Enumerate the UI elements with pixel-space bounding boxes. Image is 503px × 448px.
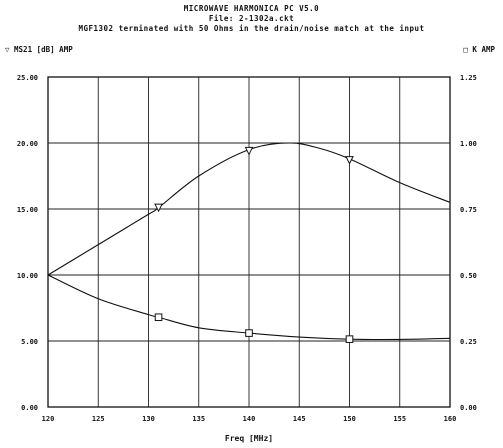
x-tick-label: 150 [343, 415, 356, 423]
y-right-tick-label: 0.50 [460, 272, 477, 280]
x-tick-label: 155 [393, 415, 406, 423]
x-tick-label: 160 [444, 415, 457, 423]
x-tick-label: 125 [92, 415, 105, 423]
y-left-tick-label: 10.00 [17, 272, 38, 280]
marker-square [245, 329, 253, 337]
marker-triangle [154, 203, 163, 213]
y-left-tick-label: 5.00 [21, 338, 38, 346]
legend-right-label: K AMP [472, 45, 495, 54]
legend-left-label: MS21 [dB] AMP [14, 45, 73, 54]
y-right-tick-labels: 0.00 0.25 0.50 0.75 1.00 1.25 [460, 74, 477, 412]
series-line-2 [47, 274, 451, 341]
y-right-tick-label: 0.25 [460, 338, 477, 346]
x-tick-label: 135 [192, 415, 205, 423]
chart-subtitle: MGF1302 terminated with 50 Ohms in the d… [78, 24, 425, 33]
y-right-tick-label: 0.00 [460, 404, 477, 412]
legend-left: ▽ MS21 [dB] AMP [5, 45, 73, 54]
y-left-tick-label: 15.00 [17, 206, 38, 214]
legend-triangle-icon: ▽ [5, 45, 10, 54]
y-left-tick-label: 0.00 [21, 404, 38, 412]
y-right-tick-label: 0.75 [460, 206, 477, 214]
x-tick-label: 130 [142, 415, 155, 423]
marker-triangle [244, 146, 254, 156]
grid-lines [48, 77, 450, 407]
x-tick-labels: 120 125 130 135 140 145 150 155 160 [42, 415, 457, 423]
y-left-tick-labels: 0.00 5.00 10.00 15.00 20.00 25.00 [17, 74, 38, 412]
marker-square [345, 335, 354, 343]
y-left-tick-label: 20.00 [17, 140, 38, 148]
marker-square [154, 313, 163, 322]
y-right-tick-label: 1.25 [460, 74, 477, 82]
marker-triangle [345, 156, 354, 165]
x-tick-label: 120 [42, 415, 55, 423]
chart-file-name: File: 2-1302a.ckt [208, 14, 295, 23]
series-markers [154, 146, 354, 343]
y-left-tick-label: 25.00 [17, 74, 38, 82]
x-tick-label: 145 [293, 415, 306, 423]
x-axis-label: Freq [MHz] [225, 434, 273, 443]
legend-right: □ K AMP [463, 45, 495, 54]
y-right-tick-label: 1.00 [460, 140, 477, 148]
legend-square-icon: □ [463, 45, 468, 54]
chart-title: MICROWAVE HARMONICA PC V5.0 [183, 4, 320, 13]
x-tick-label: 140 [243, 415, 256, 423]
